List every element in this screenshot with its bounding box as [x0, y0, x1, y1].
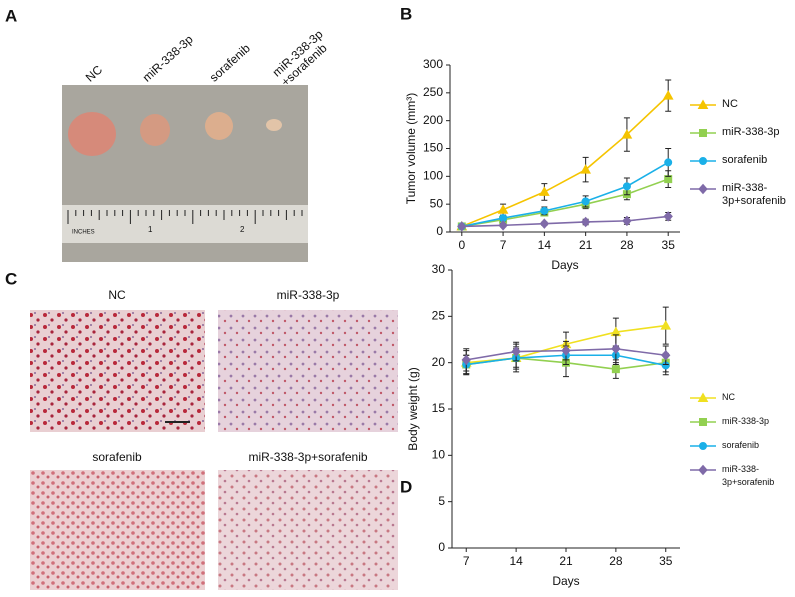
- histology-label: NC: [108, 288, 126, 302]
- marker: [580, 164, 591, 174]
- marker: [611, 365, 620, 374]
- y-tick-label: 200: [423, 113, 443, 127]
- x-tick-label: 35: [659, 554, 673, 568]
- y-tick-label: 250: [423, 85, 443, 99]
- marker: [581, 197, 590, 206]
- tumor: [140, 114, 170, 146]
- histology-image: [218, 470, 398, 590]
- marker: [511, 346, 521, 357]
- y-tick-label: 100: [423, 169, 443, 183]
- marker: [580, 216, 591, 228]
- ruler-label: 1: [148, 225, 153, 234]
- marker: [457, 221, 467, 232]
- series-line: [461, 161, 669, 228]
- x-tick-label: 21: [559, 554, 573, 568]
- marker: [698, 464, 708, 476]
- y-tick-label: 15: [432, 401, 446, 415]
- marker: [662, 90, 674, 100]
- marker: [661, 350, 671, 361]
- y-axis-label: Body weight (g): [406, 367, 420, 450]
- marker: [699, 157, 707, 165]
- marker: [664, 158, 673, 167]
- photo-label: miR-338-3p+sorafenib: [270, 27, 335, 89]
- histology-label: miR-338-3p: [277, 288, 340, 302]
- legend-label: miR-338-3p+sorafenib: [722, 182, 786, 207]
- marker: [699, 418, 707, 426]
- x-tick-label: 21: [579, 238, 593, 252]
- marker: [621, 129, 633, 139]
- histology-image: [218, 310, 398, 432]
- legend-label: NC: [722, 98, 738, 110]
- x-tick-label: 7: [500, 238, 507, 252]
- marker: [540, 206, 549, 215]
- ruler-label: 2: [240, 225, 245, 234]
- histology-image: [30, 470, 205, 590]
- marker: [699, 129, 707, 137]
- photo-panel: [62, 85, 308, 262]
- panel-letter: A: [5, 6, 17, 25]
- marker: [698, 183, 708, 195]
- marker: [497, 204, 509, 214]
- x-tick-label: 35: [662, 238, 676, 252]
- x-tick-label: 28: [609, 554, 623, 568]
- photo-label: miR-338-3p: [140, 32, 196, 85]
- marker: [622, 182, 631, 191]
- marker: [663, 211, 673, 222]
- panel-letter: D: [400, 477, 412, 496]
- histology-label: sorafenib: [92, 450, 142, 464]
- tumor: [266, 119, 282, 131]
- y-tick-label: 50: [430, 196, 444, 210]
- y-tick-label: 0: [436, 224, 443, 238]
- marker: [539, 218, 550, 229]
- y-tick-label: 5: [438, 494, 445, 508]
- y-tick-label: 150: [423, 141, 443, 155]
- legend-label: sorafenib: [722, 154, 768, 166]
- legend-label: NC: [722, 392, 735, 402]
- y-axis-label: Tumor volume (mm³): [404, 93, 418, 205]
- tumor: [205, 112, 233, 140]
- legend-label: miR-338-3p: [722, 126, 780, 138]
- panel-letter: C: [5, 269, 17, 288]
- marker: [697, 392, 709, 402]
- y-tick-label: 30: [432, 262, 446, 276]
- photo-label: NC: [83, 62, 105, 84]
- x-axis-label: Days: [552, 574, 579, 588]
- photo-label: sorafenib: [207, 41, 253, 85]
- y-tick-label: 10: [432, 448, 446, 462]
- legend-label: sorafenib: [722, 440, 760, 450]
- marker: [622, 215, 632, 227]
- marker: [660, 320, 672, 330]
- marker: [697, 99, 709, 109]
- x-tick-label: 14: [509, 554, 523, 568]
- x-tick-label: 28: [620, 238, 634, 252]
- y-tick-label: 300: [423, 57, 443, 71]
- tumor: [68, 112, 116, 156]
- x-axis-label: Days: [551, 258, 578, 272]
- legend-label: miR-338-3p: [722, 416, 770, 426]
- series-line: [461, 215, 669, 228]
- marker: [699, 442, 707, 450]
- y-tick-label: 25: [432, 309, 446, 323]
- legend-label: miR-338-3p+sorafenib: [722, 464, 775, 487]
- marker: [539, 186, 550, 196]
- marker: [611, 343, 621, 355]
- marker: [561, 345, 571, 356]
- x-tick-label: 0: [458, 238, 465, 252]
- y-tick-label: 0: [438, 540, 445, 554]
- marker: [461, 354, 471, 366]
- panel-letter: B: [400, 4, 412, 23]
- histology-image: [30, 310, 205, 432]
- x-tick-label: 7: [463, 554, 470, 568]
- x-tick-label: 14: [538, 238, 552, 252]
- y-tick-label: 20: [432, 355, 446, 369]
- series-line: [461, 178, 669, 228]
- ruler-label: INCHES: [72, 230, 95, 236]
- marker: [498, 220, 508, 231]
- histology-label: miR-338-3p+sorafenib: [248, 450, 367, 464]
- series-line: [461, 95, 669, 228]
